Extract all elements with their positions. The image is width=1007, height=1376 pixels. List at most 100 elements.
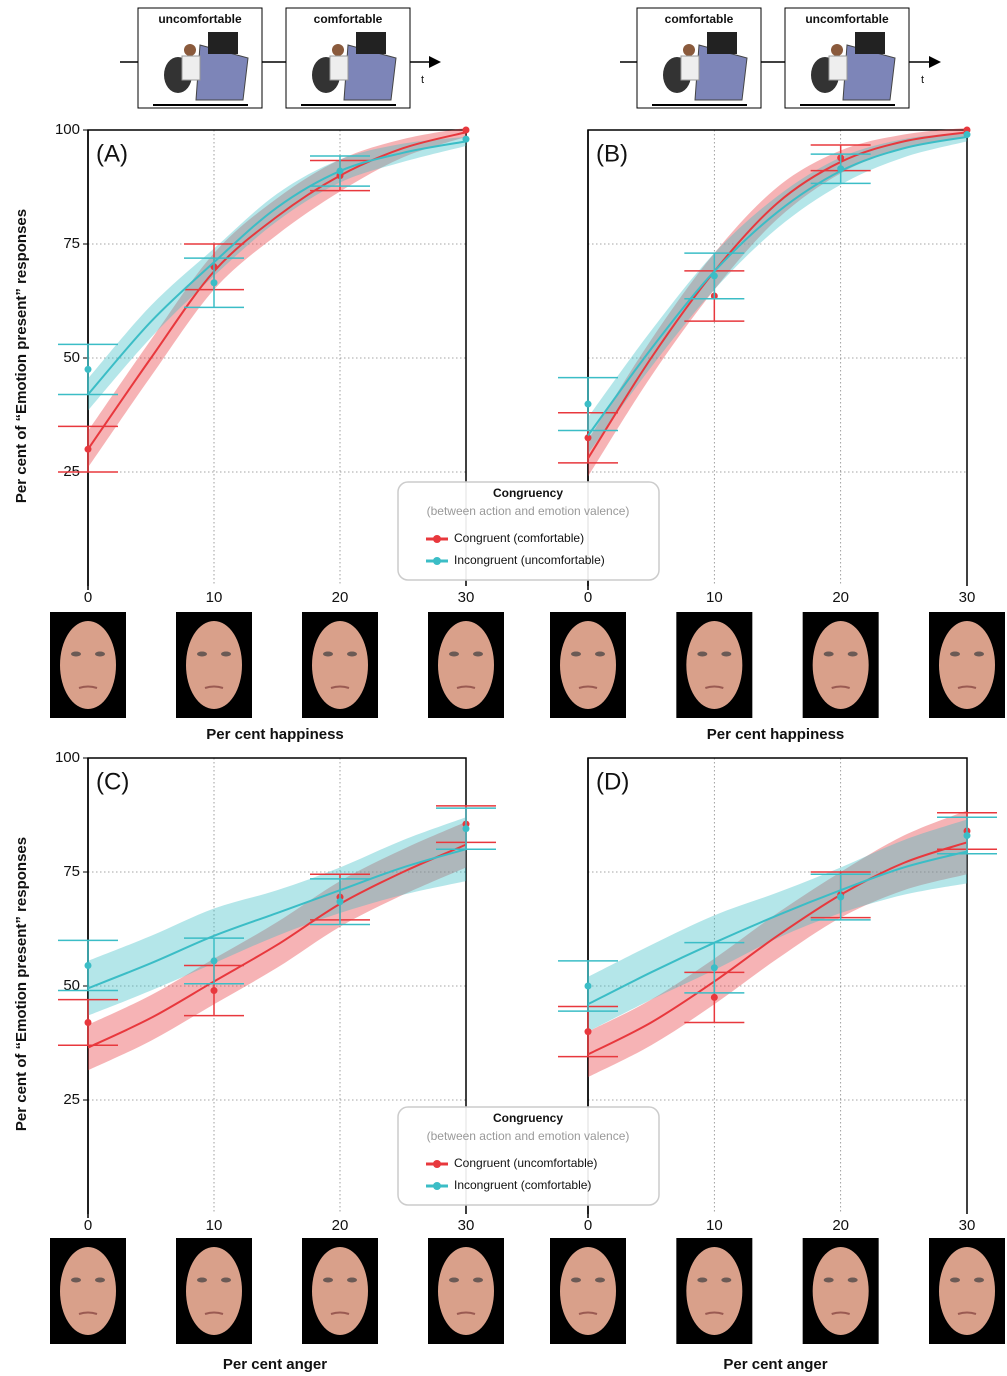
fit-line: [587, 131, 968, 459]
eye: [697, 651, 708, 657]
data-point: [462, 135, 470, 143]
x-axis-title: Per cent happiness: [707, 726, 845, 743]
x-tick-label: 30: [458, 589, 475, 606]
mouth: [957, 685, 977, 689]
eye: [697, 1277, 708, 1283]
data-point: [710, 964, 718, 972]
eye: [347, 1277, 357, 1283]
face: [60, 621, 116, 709]
mouth: [831, 1311, 850, 1315]
legend-marker: [433, 557, 441, 565]
x-tick-label: 20: [832, 589, 849, 606]
face: [560, 1247, 616, 1335]
face: [438, 621, 494, 709]
data-point: [84, 1018, 92, 1026]
y-tick-label: 100: [55, 121, 80, 138]
mouth: [330, 1311, 350, 1315]
arrow-head: [429, 56, 441, 68]
condition-label: comfortable: [665, 12, 734, 26]
eye: [950, 1277, 960, 1283]
data-point: [84, 365, 92, 373]
y-tick-label: 75: [63, 863, 80, 880]
y-tick-label: 50: [63, 977, 80, 994]
panel-label: (C): [96, 768, 129, 795]
data-point: [710, 993, 718, 1001]
face: [60, 1247, 116, 1335]
y-tick-label: 75: [63, 235, 80, 252]
face: [560, 621, 616, 709]
eye: [473, 1277, 483, 1283]
eye: [571, 1277, 581, 1283]
monitor: [356, 32, 386, 54]
panel-label: (B): [596, 140, 628, 167]
person-head: [332, 44, 344, 56]
eye: [823, 1277, 834, 1283]
monitor: [855, 32, 885, 54]
mouth: [705, 1311, 724, 1315]
data-point: [584, 982, 592, 990]
eye: [71, 1277, 81, 1283]
legend-marker: [433, 1182, 441, 1190]
fit-line: [587, 841, 968, 1056]
legend-label: Incongruent (comfortable): [454, 1178, 591, 1192]
fit-line: [87, 848, 467, 990]
x-axis-title: Per cent happiness: [206, 726, 344, 743]
eye: [595, 1277, 605, 1283]
data-point: [210, 957, 218, 965]
legend-label: Congruent (uncomfortable): [454, 1156, 597, 1170]
face: [939, 1247, 995, 1335]
mouth: [204, 1311, 224, 1315]
eye: [323, 1277, 333, 1283]
fit-line: [587, 850, 968, 1006]
y-axis-title: Per cent of “Emotion present” responses: [13, 837, 30, 1131]
fit-line: [587, 135, 968, 437]
x-tick-label: 20: [332, 589, 349, 606]
eye: [974, 651, 984, 657]
mouth: [330, 685, 350, 689]
person-body: [181, 55, 201, 81]
eye: [473, 651, 483, 657]
timeline-label: t: [921, 74, 924, 86]
face: [312, 1247, 368, 1335]
x-tick-label: 10: [206, 1217, 223, 1234]
data-point: [462, 825, 470, 833]
data-point: [210, 279, 218, 287]
eye: [221, 651, 231, 657]
face: [686, 1247, 743, 1335]
data-point: [710, 272, 718, 280]
eye: [974, 1277, 984, 1283]
data-point: [584, 400, 592, 408]
mouth: [78, 685, 98, 689]
eye: [197, 651, 207, 657]
x-tick-label: 20: [832, 1217, 849, 1234]
y-tick-label: 25: [63, 1091, 80, 1108]
data-point: [210, 987, 218, 995]
mouth: [831, 685, 850, 689]
person-head: [683, 44, 695, 56]
x-tick-label: 30: [959, 589, 976, 606]
eye: [721, 1277, 732, 1283]
eye: [95, 1277, 105, 1283]
condition-label: uncomfortable: [805, 12, 889, 26]
legend-subtitle: (between action and emotion valence): [427, 1129, 630, 1143]
mouth: [957, 1311, 977, 1315]
data-point: [336, 898, 344, 906]
mouth: [78, 1311, 98, 1315]
mouth: [456, 1311, 476, 1315]
eye: [197, 1277, 207, 1283]
eye: [721, 651, 732, 657]
y-axis-title: Per cent of “Emotion present” responses: [13, 209, 30, 503]
eye: [95, 651, 105, 657]
person-body: [680, 55, 700, 81]
panel-label: (D): [596, 768, 629, 795]
x-tick-label: 0: [584, 589, 592, 606]
data-point: [84, 445, 92, 453]
face: [939, 621, 995, 709]
x-tick-label: 30: [959, 1217, 976, 1234]
fit-line: [87, 140, 467, 396]
eye: [595, 651, 605, 657]
legend-title: Congruency: [493, 1111, 563, 1125]
condition-label: uncomfortable: [158, 12, 242, 26]
face: [438, 1247, 494, 1335]
